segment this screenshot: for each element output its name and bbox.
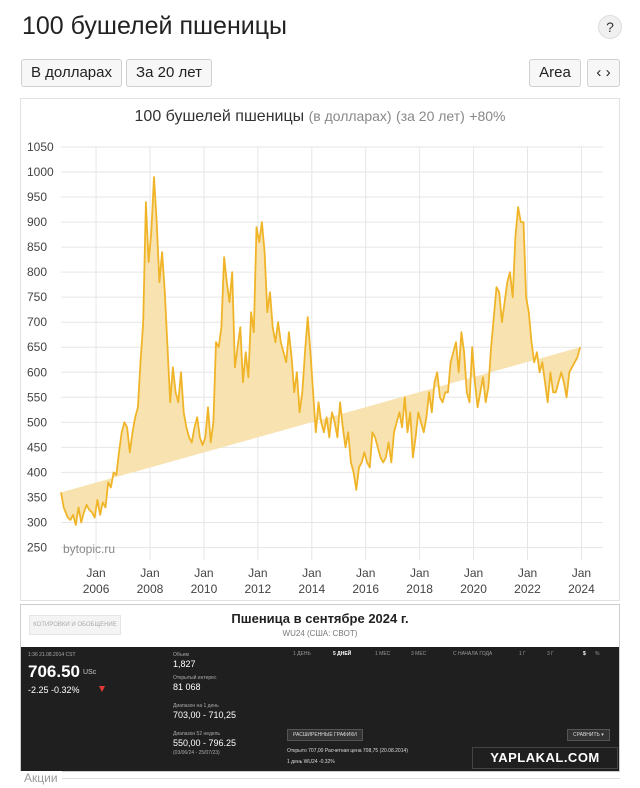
section-divider	[20, 778, 620, 779]
tab-3m[interactable]: 3 МЕС	[411, 651, 427, 657]
stat-label: Диапазон 52 недель	[173, 731, 220, 737]
y-tick-label: 600	[27, 365, 47, 379]
page-title: 100 бушелей пшеницы	[22, 12, 288, 40]
x-tick-month: Jan	[410, 566, 429, 580]
y-tick-label: 800	[27, 265, 47, 279]
y-tick-label: 500	[27, 415, 47, 429]
panel-header: КОТИРОВКИ И ОБОБЩЕНИЕ Пшеница в сентябре…	[21, 605, 619, 647]
y-tick-label: 950	[27, 190, 47, 204]
x-tick-year: 2016	[352, 582, 379, 596]
y-tick-label: 700	[27, 315, 47, 329]
tab-3y[interactable]: 3 Г	[547, 651, 554, 657]
currency-button[interactable]: В долларах	[21, 59, 122, 87]
x-tick-month: Jan	[194, 566, 213, 580]
y-tick-label: 300	[27, 515, 47, 529]
y-tick-label: 400	[27, 465, 47, 479]
down-arrow-icon	[99, 686, 105, 692]
quote-date: 1:36 21.08.2014 CST	[28, 652, 76, 658]
stat-label: Открытый интерес	[173, 675, 217, 681]
range-tabs: 1 ДЕНЬ 5 ДНЕЙ 1 МЕС 3 МЕС С НАЧАЛА ГОДА …	[283, 651, 599, 663]
chart-watermark: bytopic.ru	[63, 542, 115, 556]
extended-charts-button[interactable]: РАСШИРЕННЫЕ ГРАФИКИ	[287, 729, 363, 741]
stat-value: 703,00 - 710,25	[173, 710, 237, 720]
x-tick-month: Jan	[518, 566, 537, 580]
tab-ytd[interactable]: С НАЧАЛА ГОДА	[453, 651, 493, 657]
stat-note: (03/06/24 - 25/07/23)	[173, 750, 220, 756]
chart-type-button[interactable]: Area	[529, 59, 581, 87]
tab-1y[interactable]: 1 Г	[519, 651, 526, 657]
y-tick-label: 750	[27, 290, 47, 304]
help-button[interactable]: ?	[598, 15, 622, 39]
chart-title: 100 бушелей пшеницы (в долларах) (за 20 …	[21, 108, 619, 126]
y-tick-label: 350	[27, 490, 47, 504]
x-tick-year: 2024	[568, 582, 595, 596]
y-tick-label: 1050	[27, 140, 54, 154]
x-tick-month: Jan	[86, 566, 105, 580]
x-tick-month: Jan	[356, 566, 375, 580]
y-tick-label: 450	[27, 440, 47, 454]
y-tick-label: 1000	[27, 165, 54, 179]
x-tick-year: 2008	[137, 582, 164, 596]
stat-value: 81 068	[173, 682, 201, 692]
series-line	[60, 176, 581, 526]
y-tick-label: 900	[27, 215, 47, 229]
y-tick-label: 650	[27, 340, 47, 354]
x-tick-year: 2018	[406, 582, 433, 596]
stat-label: Объем	[173, 652, 189, 658]
quote-unit: USc	[83, 669, 97, 676]
section-label: Акции	[20, 771, 62, 785]
y-tick-label: 250	[27, 540, 47, 554]
stat-value: 550,00 - 796.25	[173, 738, 237, 748]
site-watermark: YAPLAKAL.COM	[472, 747, 618, 769]
chart-title-currency: (в долларах)	[308, 108, 392, 124]
tab-1d[interactable]: 1 ДЕНЬ	[293, 651, 311, 657]
x-tick-month: Jan	[572, 566, 591, 580]
x-tick-year: 2006	[83, 582, 110, 596]
tab-5d[interactable]: 5 ДНЕЙ	[333, 651, 352, 657]
x-tick-year: 2012	[244, 582, 271, 596]
chart-title-period: (за 20 лет)	[396, 108, 465, 124]
tab-percent[interactable]: %	[595, 651, 600, 657]
y-tick-label: 550	[27, 390, 47, 404]
chart-container: 100 бушелей пшеницы (в долларах) (за 20 …	[20, 98, 620, 601]
chart-title-main: 100 бушелей пшеницы	[134, 108, 305, 125]
chart-title-change: +80%	[469, 108, 506, 124]
stat-label: Диапазон на 1 день	[173, 703, 219, 709]
tab-1m[interactable]: 1 МЕС	[375, 651, 391, 657]
quote-footer-day: 1 день WU24 -0.32%	[287, 759, 335, 765]
quote-price: 706.50	[28, 662, 80, 681]
x-tick-year: 2022	[514, 582, 541, 596]
y-tick-label: 850	[27, 240, 47, 254]
x-tick-month: Jan	[140, 566, 159, 580]
area-chart[interactable]: 250 300 350 400 450 500 550 600 650 700 750 800 850 9…	[21, 99, 621, 602]
x-tick-year: 2010	[191, 582, 218, 596]
x-tick-month: Jan	[464, 566, 483, 580]
series-area	[61, 177, 581, 525]
quote-footer-open: Открыто 707,00 Расчетная цена 708,75 (20…	[287, 748, 408, 754]
x-tick-month: Jan	[248, 566, 267, 580]
panel-title: Пшеница в сентябре 2024 г.	[231, 611, 409, 626]
period-button[interactable]: За 20 лет	[126, 59, 212, 87]
stat-value: 1,827	[173, 659, 196, 669]
x-tick-month: Jan	[302, 566, 321, 580]
panel-logo: КОТИРОВКИ И ОБОБЩЕНИЕ	[29, 615, 121, 635]
x-tick-year: 2020	[460, 582, 487, 596]
tab-currency[interactable]: $	[583, 651, 586, 657]
chevron-nav-icon[interactable]: ‹ ›	[587, 59, 620, 87]
quote-change: -2.25 -0.32%	[28, 685, 80, 695]
x-tick-year: 2014	[298, 582, 325, 596]
compare-button[interactable]: СРАВНИТЬ ▾	[567, 729, 610, 741]
panel-subtitle: WU24 (США: CBOT)	[282, 629, 358, 638]
